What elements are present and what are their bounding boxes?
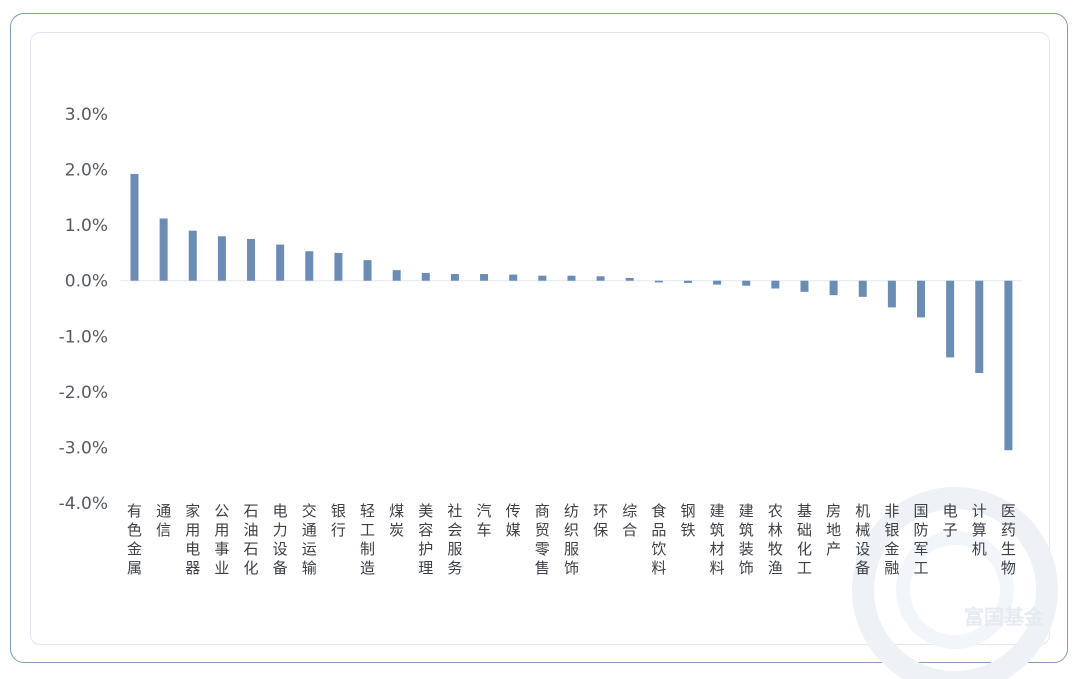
y-tick-label: 1.0% bbox=[65, 216, 108, 236]
bar bbox=[654, 280, 663, 283]
x-category-label: 公用事业 bbox=[214, 502, 229, 577]
bar bbox=[247, 239, 256, 281]
y-tick-label: -4.0% bbox=[59, 494, 108, 514]
bar bbox=[917, 280, 926, 318]
bar-series bbox=[130, 174, 1013, 451]
y-tick-label: 2.0% bbox=[65, 161, 108, 181]
x-category-label: 商贸零售 bbox=[535, 502, 550, 577]
bar bbox=[130, 174, 139, 281]
bar bbox=[392, 270, 401, 281]
x-category-label: 银行 bbox=[331, 502, 346, 539]
y-tick-label: 3.0% bbox=[65, 105, 108, 125]
y-tick-label: -1.0% bbox=[59, 327, 108, 347]
bar bbox=[596, 276, 605, 281]
watermark-text: 富国基金 bbox=[964, 605, 1045, 629]
bar bbox=[800, 280, 809, 292]
bar bbox=[217, 236, 226, 281]
y-tick-label: -3.0% bbox=[59, 438, 108, 458]
x-category-label: 建筑装饰 bbox=[739, 502, 754, 577]
y-tick-label: 0.0% bbox=[65, 272, 108, 292]
x-category-label: 农林牧渔 bbox=[768, 502, 783, 577]
x-category-label: 环保 bbox=[593, 502, 608, 539]
y-axis: 3.0% 2.0% 1.0% 0.0% -1.0% -2.0% -3.0% -4.0% bbox=[59, 105, 108, 514]
x-category-label: 美容护理 bbox=[418, 502, 433, 577]
bar bbox=[480, 274, 489, 281]
x-category-label: 电子 bbox=[943, 502, 958, 539]
x-category-label: 房地产 bbox=[826, 502, 841, 558]
x-category-label: 有色金属 bbox=[127, 502, 142, 577]
bar bbox=[713, 280, 722, 285]
bar bbox=[946, 280, 955, 358]
x-category-label: 基础化工 bbox=[797, 502, 812, 577]
x-category-label: 钢铁 bbox=[680, 502, 695, 539]
bar bbox=[771, 280, 780, 289]
x-category-label: 社会服务 bbox=[447, 502, 462, 577]
bar bbox=[421, 272, 430, 281]
x-axis: 有色金属通信家用电器公用事业石油石化电力设备交通运输银行轻工制造煤炭美容护理社会… bbox=[127, 502, 1016, 577]
x-category-label: 非银金融 bbox=[884, 502, 899, 577]
x-category-label: 通信 bbox=[156, 502, 171, 539]
bar bbox=[509, 274, 518, 281]
watermark-logo: 富国基金 bbox=[852, 487, 1058, 679]
x-category-label: 传媒 bbox=[506, 502, 521, 539]
bar bbox=[305, 251, 314, 281]
x-category-label: 石油石化 bbox=[244, 502, 259, 577]
bar bbox=[159, 218, 168, 281]
x-category-label: 家用电器 bbox=[185, 502, 200, 577]
bar bbox=[334, 252, 343, 281]
bar bbox=[829, 280, 838, 296]
watermark-inner-ring-icon bbox=[896, 531, 1014, 649]
x-category-label: 建筑材料 bbox=[710, 502, 725, 577]
x-category-label: 国防军工 bbox=[914, 502, 929, 577]
x-category-label: 机械设备 bbox=[855, 502, 870, 577]
bar bbox=[858, 280, 867, 297]
bar bbox=[538, 275, 547, 281]
x-category-label: 汽车 bbox=[477, 502, 492, 539]
bar bbox=[450, 274, 459, 281]
bar bbox=[887, 280, 896, 308]
bar bbox=[625, 277, 634, 281]
x-category-label: 食品饮料 bbox=[651, 502, 666, 577]
y-tick-label: -2.0% bbox=[59, 383, 108, 403]
bar bbox=[363, 260, 372, 281]
bar bbox=[742, 280, 751, 286]
bar bbox=[683, 280, 692, 283]
bar bbox=[276, 244, 285, 281]
x-category-label: 计算机 bbox=[972, 502, 987, 558]
x-category-label: 医药生物 bbox=[1001, 502, 1016, 577]
bar bbox=[567, 275, 576, 281]
x-category-label: 煤炭 bbox=[389, 502, 404, 539]
x-category-label: 轻工制造 bbox=[360, 502, 375, 577]
bar bbox=[1004, 280, 1013, 451]
bar bbox=[188, 230, 197, 281]
x-category-label: 电力设备 bbox=[273, 502, 288, 577]
x-category-label: 纺织服饰 bbox=[564, 502, 579, 577]
x-category-label: 综合 bbox=[622, 502, 637, 539]
bar bbox=[975, 280, 984, 373]
x-category-label: 交通运输 bbox=[302, 502, 317, 577]
watermark-ring-icon bbox=[852, 487, 1058, 679]
